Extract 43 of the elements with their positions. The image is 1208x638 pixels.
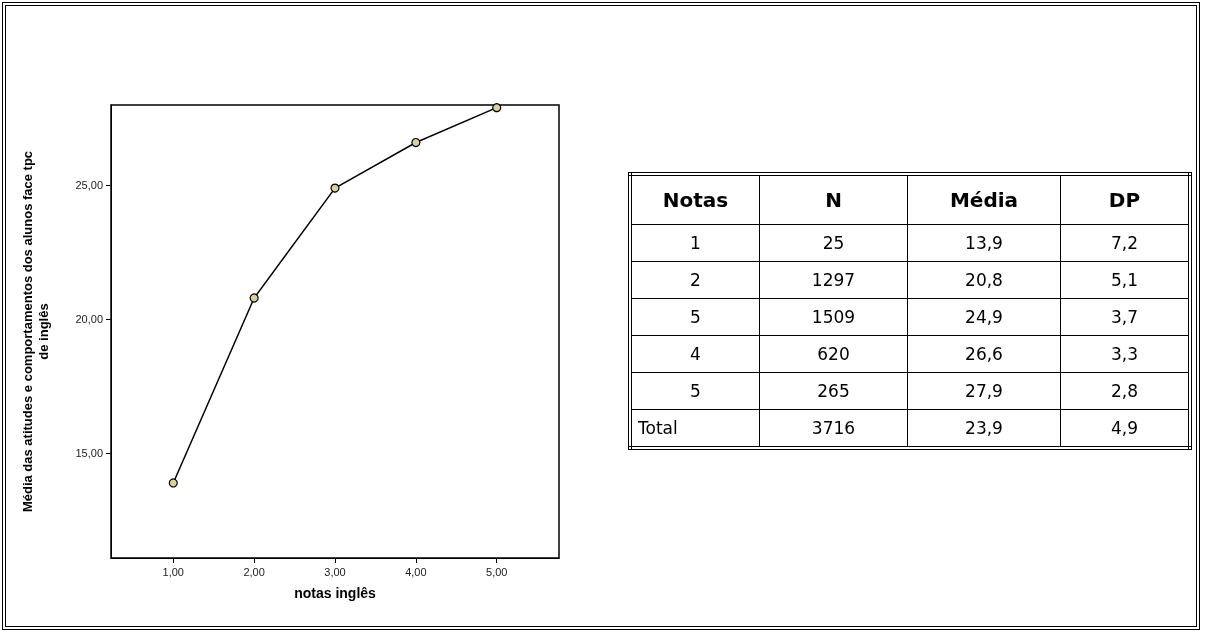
y-tick-label: 15,00 [75, 447, 103, 460]
text: 26,6 [965, 344, 1003, 364]
text: 1 [690, 233, 701, 253]
category-label: Média [907, 174, 1061, 225]
category-label: DP [1060, 174, 1190, 225]
text: 265 [817, 381, 850, 401]
text: 2,8 [1110, 381, 1139, 401]
text: 7,2 [1110, 233, 1139, 253]
text: 27,9 [965, 381, 1003, 401]
text: 4 [690, 344, 701, 364]
category-label: Notas [630, 174, 760, 225]
x-tick-label: 3,00 [324, 565, 346, 578]
category-label: N [759, 174, 908, 225]
text: 5 [690, 381, 701, 401]
text: 3,3 [1110, 344, 1139, 364]
x-tick-label: 2,00 [243, 565, 265, 578]
text: 20,8 [965, 270, 1003, 290]
point [492, 103, 502, 113]
text: 25 [822, 233, 845, 253]
text: 2 [690, 270, 701, 290]
text: Total [638, 418, 678, 438]
text: 3716 [811, 418, 856, 438]
y-tick-label: 25,00 [75, 179, 103, 192]
x-tick-label: 5,00 [486, 565, 508, 578]
x-tick-label: 1,00 [162, 565, 184, 578]
text: 3,7 [1110, 307, 1139, 327]
x-tick-label: 4,00 [405, 565, 427, 578]
text: 4,9 [1110, 418, 1139, 438]
text: 24,9 [965, 307, 1003, 327]
point [249, 293, 259, 303]
text: 5 [690, 307, 701, 327]
y-axis-title: Média das atitudes e comportamentos dos alunos face tpc de inglês [19, 150, 51, 513]
text: 620 [817, 344, 850, 364]
text: 1509 [811, 307, 856, 327]
point [330, 183, 340, 193]
text: 1297 [811, 270, 856, 290]
point [168, 478, 178, 488]
point [411, 137, 421, 148]
x-axis-title: notas inglês [294, 585, 377, 601]
text: 13,9 [965, 233, 1003, 253]
text: 23,9 [965, 418, 1003, 438]
text: 5,1 [1110, 270, 1139, 290]
y-tick-label: 20,00 [75, 313, 103, 326]
